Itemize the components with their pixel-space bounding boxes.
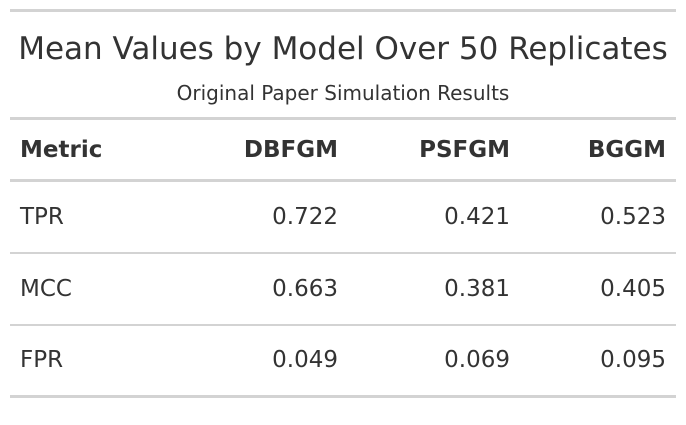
- column-header-dbfgm: DBFGM: [170, 117, 348, 182]
- column-header-metric: Metric: [10, 117, 170, 182]
- table-row: FPR 0.049 0.069 0.095: [10, 324, 676, 398]
- column-header-psfgm: PSFGM: [348, 117, 520, 182]
- cell-tpr-bggm: 0.523: [520, 180, 676, 254]
- table-title: Mean Values by Model Over 50 Replicates: [18, 31, 668, 67]
- cell-tpr-dbfgm: 0.722: [170, 180, 348, 254]
- row-label-tpr: TPR: [10, 180, 170, 254]
- table-row: TPR 0.722 0.421 0.523: [10, 180, 676, 254]
- cell-tpr-psfgm: 0.421: [348, 180, 520, 254]
- row-label-fpr: FPR: [10, 324, 170, 398]
- cell-mcc-dbfgm: 0.663: [170, 252, 348, 326]
- header-row: Metric DBFGM PSFGM BGGM: [10, 117, 676, 182]
- cell-fpr-psfgm: 0.069: [348, 324, 520, 398]
- column-header-bggm: BGGM: [520, 117, 676, 182]
- results-table: Metric DBFGM PSFGM BGGM TPR 0.722 0.421 …: [10, 117, 676, 398]
- cell-fpr-bggm: 0.095: [520, 324, 676, 398]
- row-label-mcc: MCC: [10, 252, 170, 326]
- table-container: Mean Values by Model Over 50 Replicates …: [10, 9, 676, 398]
- table-subtitle: Original Paper Simulation Results: [176, 81, 510, 105]
- cell-mcc-psfgm: 0.381: [348, 252, 520, 326]
- cell-fpr-dbfgm: 0.049: [170, 324, 348, 398]
- table-row: MCC 0.663 0.381 0.405: [10, 252, 676, 326]
- top-rule: [10, 9, 676, 12]
- cell-mcc-bggm: 0.405: [520, 252, 676, 326]
